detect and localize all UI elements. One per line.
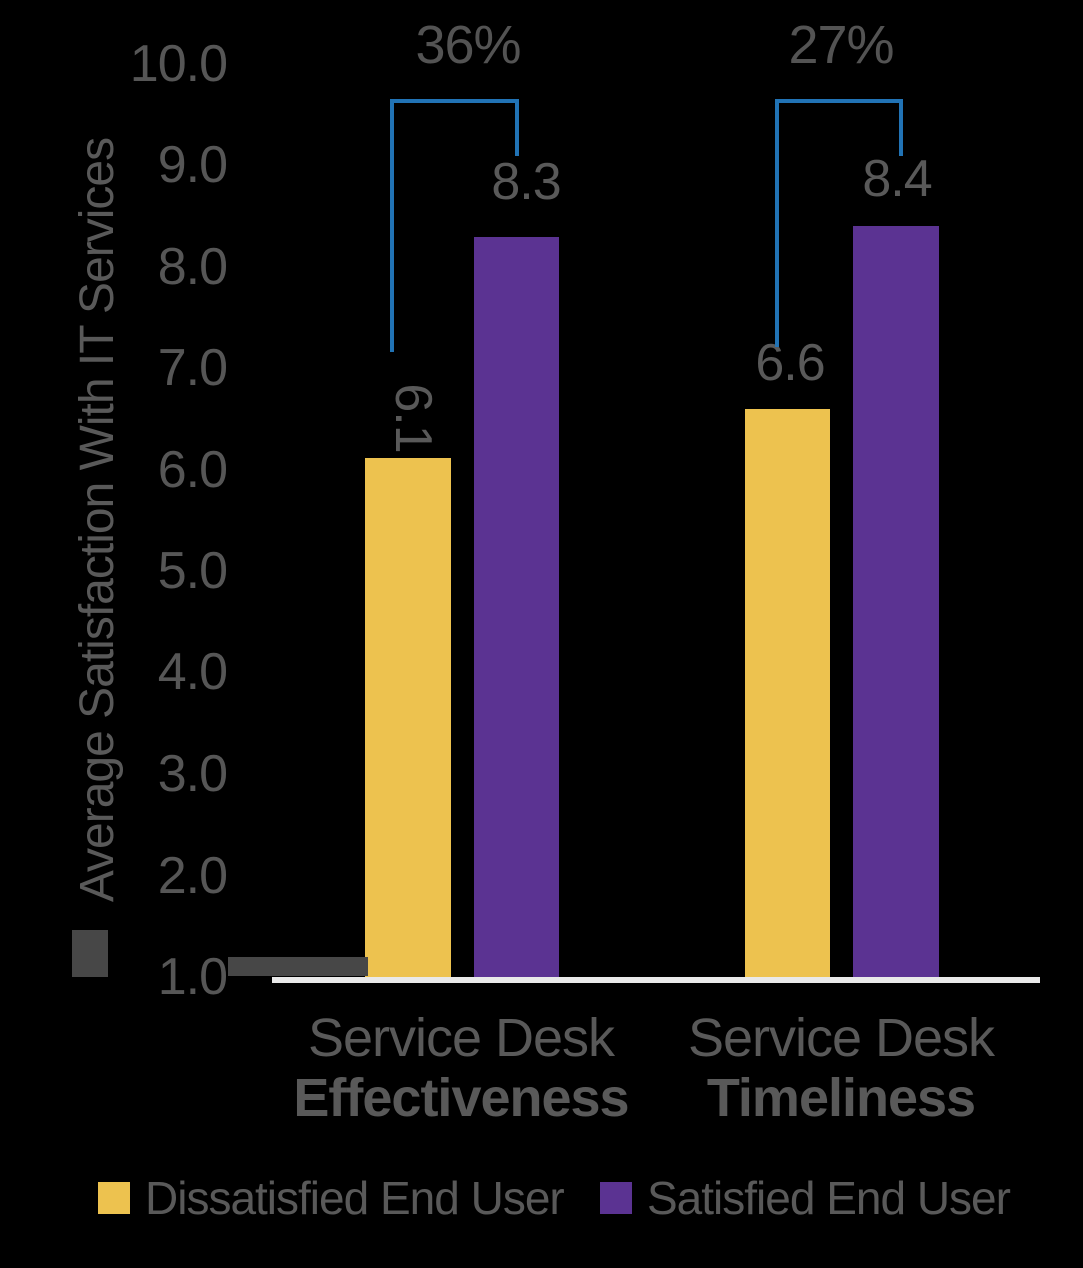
y-tick-3: 3.0 (157, 745, 228, 803)
value-label-effectiveness-satisfied: 8.3 (491, 153, 561, 211)
y-tick-7: 7.0 (157, 339, 228, 397)
y-tick-5: 5.0 (157, 542, 228, 600)
legend-swatch-dissatisfied-icon (98, 1182, 130, 1214)
bar-effectiveness-satisfied (474, 237, 559, 977)
render-artifact-baseline (228, 957, 368, 976)
x-label-effectiveness-line2: Effectiveness (293, 1068, 629, 1129)
y-tick-2: 2.0 (157, 847, 228, 905)
bracket-top-timeliness (775, 99, 903, 103)
render-artifact-ytitle (72, 930, 108, 977)
value-label-effectiveness-dissatisfied: 6.1 (384, 383, 442, 453)
pct-diff-effectiveness: 36% (415, 15, 521, 75)
value-label-timeliness-dissatisfied: 6.6 (755, 334, 825, 392)
legend-item-dissatisfied: Dissatisfied End User (98, 1172, 565, 1224)
pct-diff-timeliness: 27% (788, 15, 894, 75)
bracket-left-timeliness (775, 99, 779, 347)
bar-timeliness-satisfied (853, 226, 939, 977)
y-tick-1: 1.0 (157, 948, 228, 1006)
bracket-top-effectiveness (390, 99, 519, 103)
x-label-timeliness-line2: Timeliness (706, 1068, 976, 1129)
y-tick-6: 6.0 (157, 441, 228, 499)
y-tick-10: 10.0 (129, 35, 228, 93)
x-axis-line (272, 977, 1040, 983)
x-label-timeliness: Service Desk Timeliness (661, 1008, 1021, 1129)
y-tick-8: 8.0 (157, 238, 228, 296)
bracket-right-timeliness (899, 99, 903, 156)
bracket-left-effectiveness (390, 99, 394, 352)
legend-swatch-satisfied-icon (600, 1182, 632, 1214)
bar-timeliness-dissatisfied (745, 409, 830, 977)
y-tick-4: 4.0 (157, 643, 228, 701)
bracket-right-effectiveness (515, 99, 519, 156)
legend-label-dissatisfied: Dissatisfied End User (145, 1172, 565, 1224)
x-label-timeliness-line1: Service Desk (687, 1008, 995, 1068)
x-label-effectiveness: Service Desk Effectiveness (281, 1008, 641, 1129)
y-tick-9: 9.0 (157, 136, 228, 194)
bar-effectiveness-dissatisfied (365, 458, 451, 977)
x-label-effectiveness-line1: Service Desk (307, 1008, 615, 1068)
legend-label-satisfied: Satisfied End User (647, 1172, 1011, 1224)
y-axis-title: Average Satisfaction With IT Services (71, 137, 124, 903)
value-label-timeliness-satisfied: 8.4 (862, 150, 932, 208)
legend-item-satisfied: Satisfied End User (600, 1172, 1011, 1224)
